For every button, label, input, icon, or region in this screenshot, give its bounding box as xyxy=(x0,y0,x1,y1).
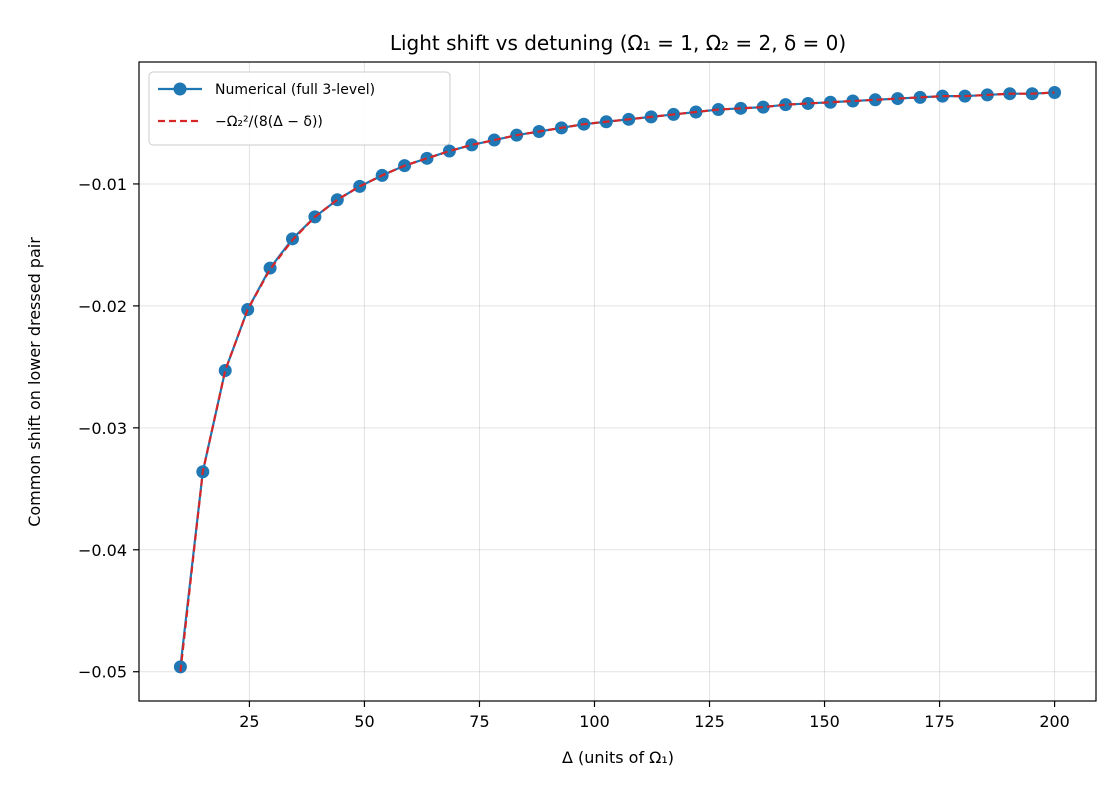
x-tick-label: 125 xyxy=(694,712,725,731)
x-tick-label: 175 xyxy=(924,712,955,731)
legend-label-analytic: −Ω₂²/(8(Δ − δ)) xyxy=(215,114,323,130)
data-point-numerical xyxy=(801,96,815,110)
legend: Numerical (full 3-level) −Ω₂²/(8(Δ − δ)) xyxy=(148,71,451,146)
data-point-numerical xyxy=(868,93,882,107)
y-tick-label: −0.02 xyxy=(78,297,127,316)
data-point-numerical xyxy=(891,92,905,106)
x-tick-label: 25 xyxy=(239,712,259,731)
data-point-numerical xyxy=(913,90,927,104)
data-point-numerical xyxy=(218,364,232,378)
data-point-numerical xyxy=(756,100,770,114)
legend-box xyxy=(148,71,451,146)
data-point-numerical xyxy=(442,144,456,158)
x-axis-label: Δ (units of Ω₁) xyxy=(562,748,674,767)
plot-series xyxy=(173,85,1062,674)
chart-title: Light shift vs detuning (Ω₁ = 1, Ω₂ = 2,… xyxy=(390,31,846,55)
axis-ticks: 25 50 75 100 125 150 175 200 −0.05 −0.04 −0.03 −0.0… xyxy=(78,175,1070,731)
plot-frame xyxy=(138,61,1097,702)
series-line-analytic xyxy=(179,91,1055,672)
x-tick-label: 50 xyxy=(354,712,374,731)
data-point-numerical xyxy=(420,151,434,165)
x-tick-label: 100 xyxy=(579,712,610,731)
legend-marker-numerical xyxy=(173,82,187,96)
y-tick-label: −0.01 xyxy=(78,175,127,194)
y-tick-label: −0.04 xyxy=(78,541,127,560)
data-point-numerical xyxy=(846,94,860,108)
data-point-numerical xyxy=(823,95,837,109)
x-tick-label: 200 xyxy=(1039,712,1070,731)
grid xyxy=(139,62,1096,701)
y-tick-label: −0.03 xyxy=(78,419,127,438)
y-tick-label: −0.05 xyxy=(78,663,127,682)
y-axis-label: Common shift on lower dressed pair xyxy=(25,237,44,527)
x-tick-label: 150 xyxy=(809,712,840,731)
data-point-numerical xyxy=(465,138,479,152)
legend-label-numerical: Numerical (full 3-level) xyxy=(215,82,375,98)
data-point-numerical xyxy=(779,98,793,112)
x-tick-label: 75 xyxy=(469,712,489,731)
